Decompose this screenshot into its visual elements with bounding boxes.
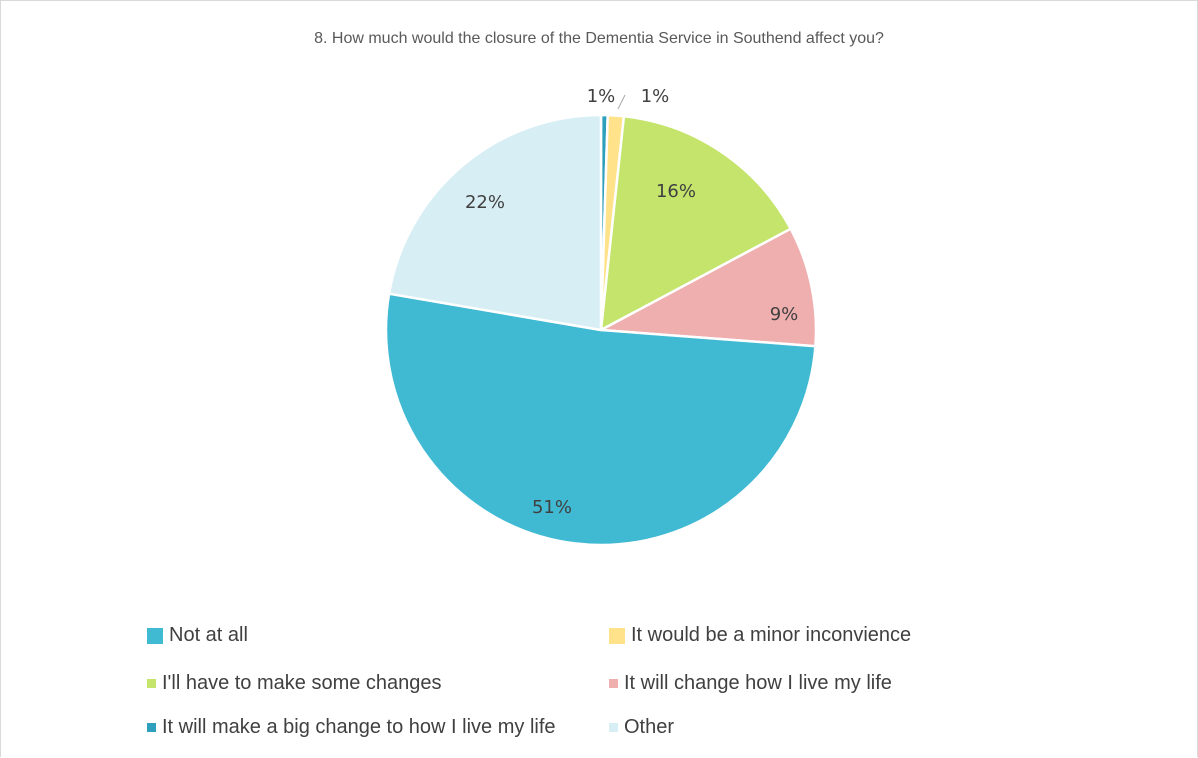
pie-slice-6	[387, 113, 603, 332]
legend-label: It would be a minor inconvience	[631, 624, 912, 646]
leader-line	[617, 94, 626, 110]
pie-slice-5	[384, 292, 817, 547]
legend-label: Not at all	[169, 624, 248, 646]
slice-data-label-4: 9%	[770, 304, 799, 325]
slice-data-label-6: 22%	[465, 192, 505, 213]
legend-swatch	[609, 723, 618, 732]
pie-slice-4	[599, 227, 818, 348]
legend-swatch	[147, 679, 156, 688]
legend-swatch	[609, 679, 618, 688]
pie-slice-3	[599, 114, 792, 332]
legend-label: I'll have to make some changes	[162, 672, 442, 694]
legend-item: I'll have to make some changes	[147, 672, 442, 695]
legend-item: Not at all	[147, 624, 248, 647]
legend-item: It would be a minor inconvience	[609, 624, 911, 647]
legend-swatch	[147, 627, 163, 644]
legend-item: It will change how I live my life	[609, 672, 892, 695]
legend-item: Other	[609, 716, 674, 739]
slice-data-label-5: 51%	[532, 497, 572, 518]
chart-title: 8. How much would the closure of the Dem…	[314, 30, 884, 47]
legend-label: Other	[624, 716, 675, 738]
legend-item: It will make a big change to how I live …	[147, 716, 556, 739]
legend-swatch	[147, 723, 156, 732]
legend-label: It will change how I live my life	[624, 672, 892, 694]
legend-swatch	[609, 627, 625, 644]
slice-data-label-2: 1%	[641, 86, 670, 107]
slice-data-label-1: 1%	[587, 86, 616, 107]
legend-label: It will make a big change to how I live …	[162, 716, 556, 738]
slice-data-label-3: 16%	[656, 181, 696, 202]
